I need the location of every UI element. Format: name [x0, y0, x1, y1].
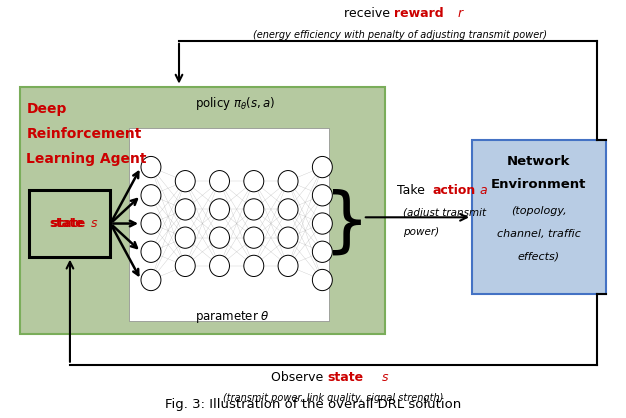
Ellipse shape	[312, 269, 332, 291]
Text: Fig. 3: Illustration of the overall DRL solution: Fig. 3: Illustration of the overall DRL …	[165, 398, 461, 410]
Ellipse shape	[244, 171, 264, 192]
Ellipse shape	[278, 227, 298, 248]
FancyBboxPatch shape	[20, 87, 384, 334]
Ellipse shape	[141, 185, 161, 206]
Ellipse shape	[175, 199, 195, 220]
Text: (topology,: (topology,	[511, 206, 567, 216]
Text: $r$: $r$	[453, 8, 465, 20]
Text: channel, traffic: channel, traffic	[497, 229, 581, 239]
Text: state: state	[327, 371, 363, 384]
Ellipse shape	[175, 227, 195, 248]
Text: }: }	[324, 189, 370, 258]
Text: Observe: Observe	[271, 371, 327, 384]
Text: Deep: Deep	[26, 102, 67, 116]
Text: reward: reward	[394, 8, 444, 20]
Ellipse shape	[278, 255, 298, 277]
Text: policy $\pi_\theta(s, a)$: policy $\pi_\theta(s, a)$	[195, 94, 275, 112]
Ellipse shape	[278, 171, 298, 192]
Text: $s$: $s$	[377, 371, 389, 384]
Text: parameter $\theta$: parameter $\theta$	[195, 309, 269, 325]
Ellipse shape	[210, 199, 230, 220]
Text: action: action	[433, 184, 476, 197]
Text: state: state	[49, 217, 84, 230]
Ellipse shape	[244, 255, 264, 277]
Text: (energy efficiency with penalty of adjusting transmit power): (energy efficiency with penalty of adjus…	[254, 30, 547, 40]
Ellipse shape	[141, 213, 161, 234]
Text: Learning Agent: Learning Agent	[26, 152, 147, 166]
Ellipse shape	[312, 185, 332, 206]
Ellipse shape	[210, 255, 230, 277]
FancyBboxPatch shape	[129, 128, 329, 321]
Ellipse shape	[244, 227, 264, 248]
Text: Network: Network	[507, 155, 571, 168]
Ellipse shape	[141, 269, 161, 291]
Ellipse shape	[210, 227, 230, 248]
Ellipse shape	[312, 213, 332, 234]
Text: (adjust transmit: (adjust transmit	[403, 208, 486, 218]
Text: $a$: $a$	[475, 184, 488, 197]
FancyBboxPatch shape	[472, 140, 606, 294]
Text: (transmit power, link quality, signal strength): (transmit power, link quality, signal st…	[223, 393, 443, 403]
Text: receive: receive	[344, 8, 394, 20]
Text: state: state	[51, 217, 89, 230]
Ellipse shape	[312, 241, 332, 263]
Ellipse shape	[141, 156, 161, 178]
Ellipse shape	[210, 171, 230, 192]
Ellipse shape	[278, 199, 298, 220]
Ellipse shape	[141, 241, 161, 263]
Ellipse shape	[175, 171, 195, 192]
FancyBboxPatch shape	[29, 190, 110, 257]
Ellipse shape	[244, 199, 264, 220]
Text: Environment: Environment	[491, 178, 587, 191]
Text: power): power)	[403, 227, 439, 237]
Ellipse shape	[312, 156, 332, 178]
Text: effects): effects)	[518, 252, 560, 262]
Text: Reinforcement: Reinforcement	[26, 127, 141, 141]
Ellipse shape	[175, 255, 195, 277]
Text: $s$: $s$	[90, 217, 98, 230]
Text: Take: Take	[397, 184, 429, 197]
